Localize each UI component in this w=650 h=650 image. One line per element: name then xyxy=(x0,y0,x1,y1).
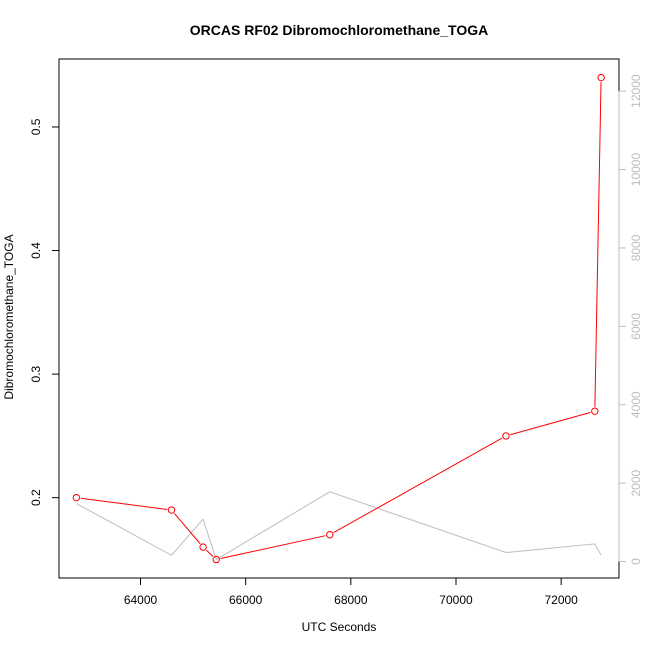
chart-title: ORCAS RF02 Dibromochloromethane_TOGA xyxy=(190,22,488,38)
series-segment xyxy=(173,513,201,545)
y2-tick-label: 0 xyxy=(629,558,643,565)
series-segment xyxy=(510,411,591,436)
y2-tick-label: 8000 xyxy=(629,234,643,261)
x-axis-label: UTC Seconds xyxy=(302,620,377,634)
y-axis-left: 0.2 0.3 0.4 0.5 xyxy=(29,118,60,506)
series-segment xyxy=(220,535,326,560)
x-tick-label: 70000 xyxy=(439,593,473,607)
series-line xyxy=(76,491,602,561)
series-segment xyxy=(594,81,602,407)
series-segment xyxy=(80,497,168,510)
data-point xyxy=(199,543,207,551)
y-axis-label: Dibromochloromethane_TOGA xyxy=(2,234,16,399)
data-point xyxy=(167,506,176,514)
y2-tick-label: 4000 xyxy=(629,391,643,418)
y-tick-label: 0.2 xyxy=(29,489,43,506)
series-segment xyxy=(333,437,503,534)
x-axis: 64000 66000 68000 70000 72000 xyxy=(124,577,578,607)
series-segment xyxy=(205,549,214,557)
y2-tick-label: 2000 xyxy=(629,469,643,496)
x-tick-label: 66000 xyxy=(229,593,263,607)
y2-tick-label: 6000 xyxy=(629,313,643,340)
y-axis-right: 0 2000 4000 6000 8000 10000 12000 xyxy=(618,74,643,565)
y2-tick-label: 12000 xyxy=(629,74,643,108)
y-tick-label: 0.4 xyxy=(29,242,43,259)
y-tick-label: 0.5 xyxy=(29,118,43,135)
x-tick-label: 68000 xyxy=(334,593,368,607)
plot-frame xyxy=(58,58,620,579)
data-point xyxy=(597,73,605,82)
y2-tick-label: 10000 xyxy=(629,153,643,187)
series-layer xyxy=(72,73,605,564)
data-point xyxy=(591,407,599,415)
data-point xyxy=(72,493,81,502)
data-point xyxy=(502,432,510,440)
x-tick-label: 72000 xyxy=(544,593,578,607)
x-tick-label: 64000 xyxy=(124,593,158,607)
data-point xyxy=(212,555,220,564)
y-tick-label: 0.3 xyxy=(29,365,43,382)
data-point xyxy=(326,531,334,539)
